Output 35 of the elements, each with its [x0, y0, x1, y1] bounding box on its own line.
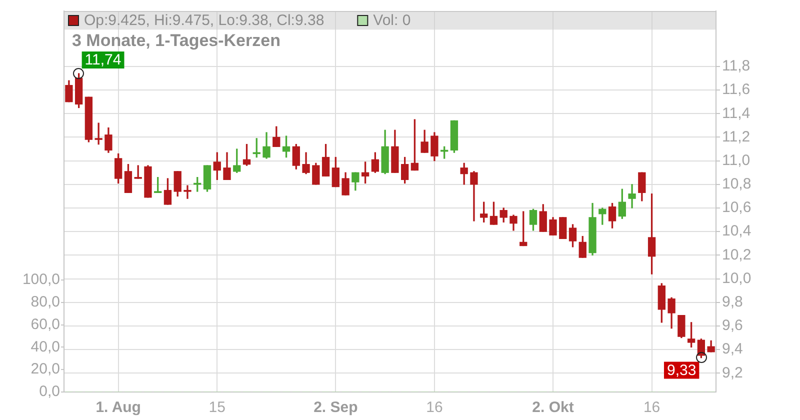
y-tick-label: 10,6: [722, 199, 752, 216]
y2-tick-label: 40,0: [30, 338, 60, 356]
y-tick-label: 9,4: [722, 340, 743, 358]
x-tick-label: 2. Okt: [532, 399, 574, 416]
y-tick-label: 10,4: [722, 222, 752, 240]
candlestick: [470, 171, 478, 222]
y-tick-label: 10,0: [722, 270, 752, 287]
x-tick-label: 2. Sep: [314, 399, 358, 416]
y2-tick-label: 0,0: [39, 383, 60, 400]
x-tick-label: 16: [426, 399, 443, 416]
y-tick-label: 10,2: [722, 246, 752, 264]
y-tick-label: 11,4: [722, 104, 750, 122]
candlestick: [184, 185, 192, 199]
y-tick-label: 11,0: [722, 152, 750, 169]
y-tick-label: 9,8: [722, 293, 743, 310]
y-tick-label: 11,6: [722, 81, 750, 98]
candlestick: [94, 122, 102, 145]
annotation: 11,74: [84, 52, 122, 69]
annotation: 9,33: [666, 362, 696, 379]
y-tick-label: 9,2: [722, 364, 743, 382]
y2-tick-label: 100,0: [22, 271, 60, 288]
x-tick-label: 1. Aug: [96, 399, 141, 416]
candlestick: [628, 184, 636, 208]
text: 3 Monate, 1-Tages-Kerzen: [72, 31, 280, 50]
legend-label: Op:9.425, Hi:9.475, Lo:9.38, Cl:9.38: [84, 12, 324, 29]
y2-tick-label: 20,0: [30, 360, 60, 378]
y-tick-label: 10,8: [722, 176, 752, 193]
y2-tick-label: 60,0: [30, 316, 60, 333]
y-tick-label: 9,6: [722, 317, 743, 334]
y-tick-label: 11,2: [722, 128, 750, 146]
y-tick-label: 11,8: [722, 58, 750, 75]
legend-label: Vol: 0: [373, 12, 411, 29]
y2-tick-label: 80,0: [30, 293, 60, 310]
x-tick-label: 15: [208, 399, 226, 416]
x-tick-label: 16: [643, 399, 660, 416]
